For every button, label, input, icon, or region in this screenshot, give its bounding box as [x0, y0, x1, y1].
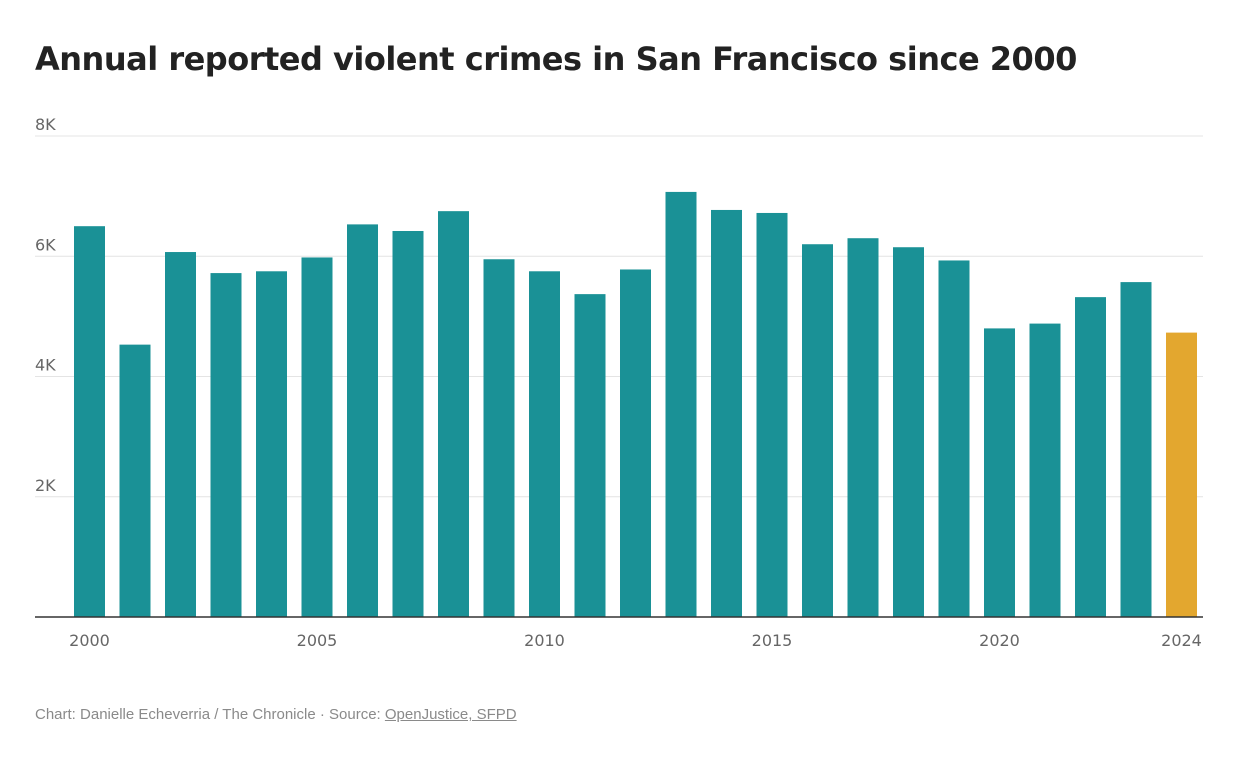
x-tick-label: 2024 — [1161, 631, 1202, 650]
x-tick-label: 2015 — [752, 631, 793, 650]
x-tick-label: 2020 — [979, 631, 1020, 650]
bar-2013 — [665, 191, 697, 617]
bar-2004 — [256, 271, 287, 617]
bar-2001 — [119, 344, 151, 617]
credit-text: Chart: Danielle Echeverria / The Chronic… — [35, 706, 385, 723]
bar-2010 — [529, 271, 560, 617]
bar-2003 — [210, 273, 242, 617]
bar-2002 — [165, 252, 196, 617]
bar-2014 — [711, 209, 742, 618]
x-tick-label: 2000 — [69, 631, 110, 650]
bar-2019 — [938, 260, 970, 617]
bar-2022 — [1075, 297, 1106, 617]
x-tick-label: 2005 — [297, 631, 338, 650]
bar-2008 — [438, 211, 469, 617]
y-tick-label: 6K — [35, 235, 56, 254]
y-tick-label: 4K — [35, 356, 56, 375]
bar-2021 — [1029, 323, 1061, 617]
bar-2011 — [574, 294, 606, 617]
bar-chart: 2K 4K 6K 8K 2000 2005 2010 2015 2020 2024 — [35, 115, 1203, 650]
bar-2018 — [893, 247, 924, 617]
bar-2015 — [756, 212, 788, 617]
bar-2020 — [984, 328, 1015, 617]
bar-2005 — [301, 257, 333, 617]
chart-title: Annual reported violent crimes in San Fr… — [35, 40, 1077, 78]
source-link[interactable]: OpenJustice, SFPD — [384, 706, 517, 723]
bar-2024 — [1166, 332, 1197, 617]
x-tick-label: 2010 — [524, 631, 565, 650]
bar-2006 — [347, 224, 378, 618]
y-tick-label: 2K — [35, 476, 56, 495]
bar-2017 — [847, 238, 879, 617]
chart-footer: Chart: Danielle Echeverria / The Chronic… — [35, 706, 517, 723]
bar-2016 — [802, 244, 833, 617]
bar-2012 — [620, 269, 651, 617]
bar-2000 — [74, 226, 105, 617]
bar-2009 — [483, 259, 515, 617]
bar-2007 — [392, 230, 424, 617]
y-tick-label: 8K — [35, 115, 56, 134]
bar-2023 — [1120, 282, 1152, 617]
